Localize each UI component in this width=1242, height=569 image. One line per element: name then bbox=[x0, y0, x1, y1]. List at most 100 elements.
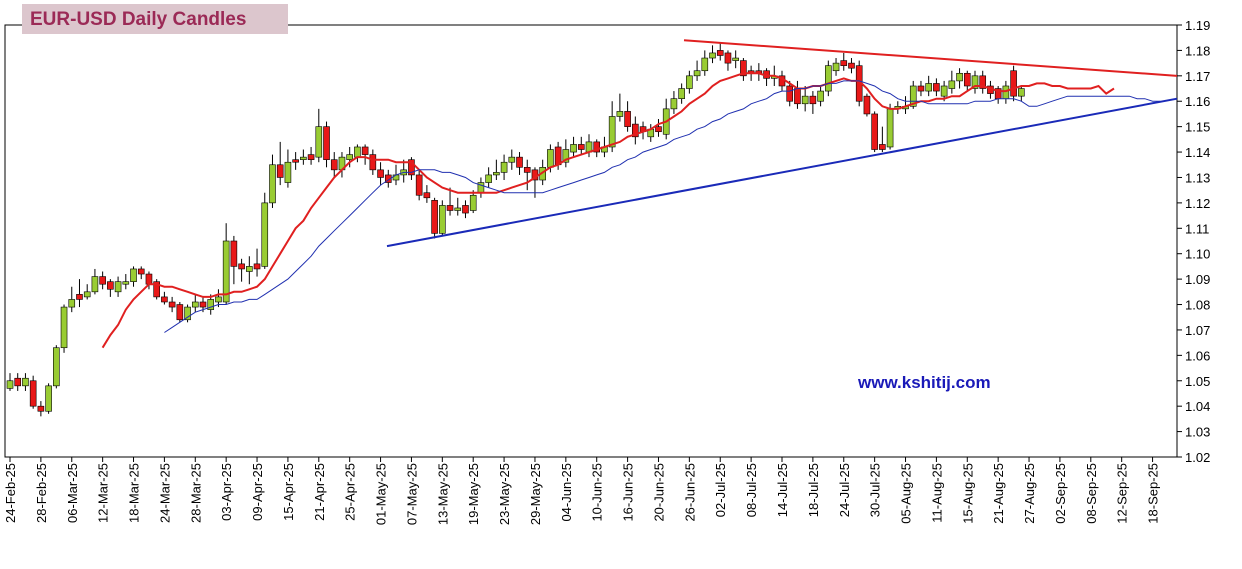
candle-body bbox=[168, 301, 176, 308]
candle-body bbox=[608, 116, 616, 148]
y-tick-label: 1.08 bbox=[1185, 298, 1210, 313]
x-tick-label: 26-Jun-25 bbox=[682, 463, 697, 522]
y-tick-label: 1.12 bbox=[1185, 196, 1210, 211]
candle-body bbox=[554, 146, 562, 166]
candle-body bbox=[948, 80, 956, 89]
candle-body bbox=[979, 75, 987, 89]
candle-body bbox=[323, 126, 330, 160]
candle-body bbox=[137, 268, 145, 275]
candle-body bbox=[678, 88, 685, 99]
x-tick-label: 12-Mar-25 bbox=[96, 463, 111, 523]
candle-body bbox=[22, 377, 29, 387]
candle-body bbox=[933, 83, 940, 92]
candle-body bbox=[871, 113, 878, 150]
x-tick-label: 09-Apr-25 bbox=[250, 463, 265, 521]
candle-body bbox=[616, 111, 624, 117]
x-tick-label: 08-Sep-25 bbox=[1084, 463, 1099, 524]
moving-average bbox=[101, 72, 1115, 349]
candle-body bbox=[794, 88, 801, 105]
candle-body bbox=[686, 75, 693, 89]
candle-body bbox=[369, 154, 377, 171]
candle-body bbox=[114, 281, 122, 293]
candle-body bbox=[184, 306, 191, 321]
candle-body bbox=[238, 263, 245, 270]
candle-body bbox=[848, 62, 855, 69]
candle-body bbox=[153, 281, 160, 298]
candle-body bbox=[230, 240, 238, 267]
candle-body bbox=[632, 123, 639, 138]
candle-body bbox=[161, 296, 168, 303]
candle-body bbox=[801, 95, 809, 105]
candle-body bbox=[14, 377, 22, 387]
y-tick-label: 1.17 bbox=[1185, 69, 1210, 84]
candle-body bbox=[261, 202, 269, 267]
x-tick-label: 15-Apr-25 bbox=[281, 463, 296, 521]
candle-body bbox=[330, 159, 338, 171]
candle-body bbox=[624, 111, 631, 127]
candle-body bbox=[577, 144, 585, 150]
x-tick-label: 24-Jul-25 bbox=[837, 463, 852, 517]
candle-body bbox=[377, 169, 384, 178]
candle-body bbox=[832, 62, 840, 72]
chart-title: EUR-USD Daily Candles bbox=[30, 9, 246, 30]
candle-body bbox=[122, 281, 130, 285]
candle-body bbox=[99, 276, 106, 285]
x-tick-label: 19-May-25 bbox=[466, 463, 481, 525]
x-tick-label: 02-Jul-25 bbox=[713, 463, 728, 517]
candle-body bbox=[886, 108, 894, 148]
watermark: www.kshitij.com bbox=[857, 373, 991, 392]
x-tick-label: 13-May-25 bbox=[435, 463, 450, 525]
candle-body bbox=[207, 299, 215, 310]
candle-body bbox=[716, 50, 724, 56]
candle-body bbox=[253, 263, 261, 270]
candle-body bbox=[222, 240, 230, 303]
x-tick-label: 29-May-25 bbox=[528, 463, 543, 525]
candle-body bbox=[817, 90, 824, 102]
x-tick-label: 12-Sep-25 bbox=[1115, 463, 1130, 524]
candle-body bbox=[724, 52, 732, 64]
candle-body bbox=[415, 174, 423, 196]
candle-body bbox=[91, 276, 99, 293]
candle-body bbox=[786, 85, 794, 102]
candle-body bbox=[1010, 70, 1017, 97]
x-tick-label: 18-Mar-25 bbox=[127, 463, 142, 523]
candle-body bbox=[145, 273, 153, 285]
candle-body bbox=[76, 294, 83, 300]
candle-body bbox=[547, 149, 554, 168]
candle-body bbox=[523, 167, 531, 173]
x-tick-label: 27-Aug-25 bbox=[1022, 463, 1037, 524]
candle-body bbox=[45, 385, 52, 412]
y-tick-label: 1.11 bbox=[1185, 221, 1209, 236]
x-tick-label: 30-Jul-25 bbox=[868, 463, 883, 517]
candle-body bbox=[709, 52, 716, 59]
y-tick-label: 1.13 bbox=[1185, 170, 1210, 185]
candle-body bbox=[940, 85, 948, 97]
candle-body bbox=[732, 57, 739, 61]
candle-body bbox=[423, 192, 431, 199]
candle-body bbox=[809, 95, 817, 105]
title-box bbox=[22, 4, 288, 34]
y-tick-label: 1.18 bbox=[1185, 43, 1210, 58]
candle-body bbox=[29, 380, 37, 407]
moving-average bbox=[164, 80, 1161, 333]
candle-body bbox=[130, 268, 137, 282]
x-tick-label: 14-Jul-25 bbox=[775, 463, 790, 517]
candle-body bbox=[68, 299, 76, 308]
y-tick-label: 1.10 bbox=[1185, 247, 1210, 262]
x-tick-label: 15-Aug-25 bbox=[960, 463, 975, 524]
candle-body bbox=[909, 85, 917, 107]
y-tick-label: 1.14 bbox=[1185, 145, 1210, 160]
candle-body bbox=[670, 98, 678, 110]
candle-body bbox=[431, 200, 438, 234]
x-tick-label: 08-Jul-25 bbox=[744, 463, 759, 517]
candle-body bbox=[693, 70, 701, 77]
candle-body bbox=[1018, 88, 1025, 97]
candle-body bbox=[60, 306, 68, 349]
x-tick-label: 18-Jul-25 bbox=[806, 463, 821, 517]
x-tick-label: 04-Jun-25 bbox=[559, 463, 574, 522]
x-tick-label: 28-Mar-25 bbox=[188, 463, 203, 523]
x-tick-label: 01-May-25 bbox=[374, 463, 389, 525]
x-tick-label: 02-Sep-25 bbox=[1053, 463, 1068, 524]
candle-body bbox=[191, 301, 199, 308]
candle-body bbox=[454, 207, 462, 211]
